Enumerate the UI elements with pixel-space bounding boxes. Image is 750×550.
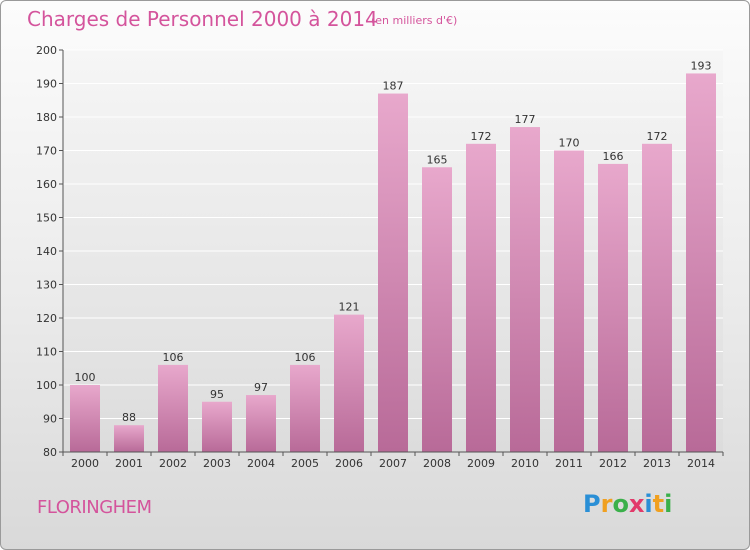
bar-2003 (202, 401, 232, 452)
bar-2009 (466, 143, 496, 453)
y-tick-label: 120 (36, 312, 57, 325)
bar-value-label: 100 (75, 371, 96, 384)
proxiti-logo: Proxiti (583, 490, 672, 518)
y-tick-label: 140 (36, 245, 57, 258)
bar-2013 (642, 143, 672, 453)
bar-value-label: 97 (254, 381, 268, 394)
bar-2001 (114, 425, 144, 452)
chart-subtitle: (en milliers d'€) (371, 14, 458, 27)
bar-2006 (334, 314, 364, 452)
bar-value-label: 170 (559, 137, 580, 150)
logo-letter: t (652, 490, 665, 518)
bar-value-label: 166 (603, 150, 624, 163)
x-tick-label: 2011 (555, 457, 583, 470)
bar-value-label: 177 (515, 113, 536, 126)
x-tick-label: 2014 (687, 457, 715, 470)
x-tick-label: 2002 (159, 457, 187, 470)
bar-2014 (686, 73, 716, 452)
bar-2000 (70, 385, 100, 452)
logo-letter: i (644, 490, 653, 518)
bar-2007 (378, 93, 408, 453)
bar-value-label: 172 (471, 130, 492, 143)
logo-letter: i (664, 490, 673, 518)
y-tick-label: 110 (36, 346, 57, 359)
logo-letter: P (583, 490, 601, 518)
bar-value-label: 106 (163, 351, 184, 364)
x-tick-label: 2001 (115, 457, 143, 470)
bar-value-label: 88 (122, 411, 136, 424)
x-tick-label: 2012 (599, 457, 627, 470)
x-tick-label: 2000 (71, 457, 99, 470)
x-tick-label: 2006 (335, 457, 363, 470)
logo-letter: r (600, 490, 613, 518)
logo-letter: x (628, 490, 645, 518)
bar-2005 (290, 364, 320, 452)
bar-value-label: 121 (339, 301, 360, 314)
y-tick-label: 180 (36, 111, 57, 124)
y-tick-label: 170 (36, 145, 57, 158)
y-tick-label: 190 (36, 78, 57, 91)
bar-2012 (598, 163, 628, 452)
x-tick-label: 2009 (467, 457, 495, 470)
bar-value-label: 193 (691, 59, 712, 72)
bar-value-label: 95 (210, 388, 224, 401)
bar-value-label: 187 (383, 80, 404, 93)
y-tick-label: 130 (36, 279, 57, 292)
bar-2004 (246, 395, 276, 452)
x-tick-label: 2008 (423, 457, 451, 470)
x-tick-label: 2010 (511, 457, 539, 470)
x-tick-label: 2004 (247, 457, 275, 470)
x-tick-label: 2003 (203, 457, 231, 470)
bar-value-label: 106 (295, 351, 316, 364)
x-tick-label: 2005 (291, 457, 319, 470)
logo-letter: o (612, 490, 629, 518)
y-tick-label: 90 (43, 413, 57, 426)
commune-name: FLORINGHEM (37, 497, 152, 518)
y-tick-label: 160 (36, 178, 57, 191)
y-tick-label: 200 (36, 44, 57, 57)
bar-2010 (510, 127, 540, 453)
y-axis: 80 90 100 110 120 130 140 150 160 170 180 190 200 (36, 44, 64, 459)
bar-2011 (554, 150, 584, 452)
y-tick-label: 150 (36, 212, 57, 225)
bar-2008 (422, 167, 452, 452)
bar-value-label: 172 (647, 130, 668, 143)
chart-title: Charges de Personnel 2000 à 2014 (27, 7, 378, 31)
x-axis: 2000 2001 2002 2003 2004 2005 2006 2007 2008 2009… (62, 451, 724, 470)
y-tick-label: 80 (43, 446, 57, 459)
bar-2002 (158, 364, 188, 452)
bars: 100 88 106 95 97 106 121 187 165 172 177 170 166 172 1… (70, 59, 716, 453)
bar-value-label: 165 (427, 153, 448, 166)
x-tick-label: 2007 (379, 457, 407, 470)
x-tick-label: 2013 (643, 457, 671, 470)
y-tick-label: 100 (36, 379, 57, 392)
